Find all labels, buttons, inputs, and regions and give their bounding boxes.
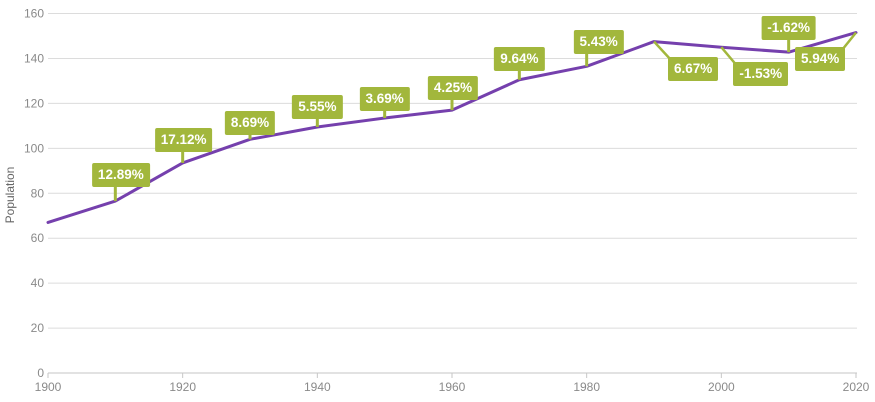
growth-label: 8.69% bbox=[224, 111, 276, 135]
x-tick-label: 1940 bbox=[304, 380, 331, 394]
growth-label: 5.43% bbox=[573, 30, 624, 54]
growth-label: -1.62% bbox=[761, 16, 817, 40]
y-tick-label: 20 bbox=[31, 321, 45, 335]
x-tick-label: 2020 bbox=[843, 380, 870, 394]
growth-label: 9.64% bbox=[494, 47, 545, 71]
y-tick-label: 80 bbox=[31, 186, 45, 200]
growth-label: 5.55% bbox=[292, 95, 343, 119]
y-tick-label: 160 bbox=[24, 7, 44, 21]
y-tick-label: 120 bbox=[24, 96, 44, 110]
growth-label: 4.25% bbox=[427, 76, 479, 100]
x-tick-label: 1960 bbox=[439, 380, 466, 394]
growth-label: 17.12% bbox=[154, 128, 213, 152]
y-tick-label: 100 bbox=[24, 141, 44, 155]
y-tick-label: 60 bbox=[31, 231, 45, 245]
x-tick-label: 1920 bbox=[169, 380, 196, 394]
y-axis-title: Population bbox=[3, 166, 17, 224]
y-tick-label: 140 bbox=[24, 51, 44, 65]
growth-label: -1.53% bbox=[733, 62, 789, 86]
y-tick-label: 0 bbox=[37, 366, 44, 380]
x-tick-label: 2000 bbox=[708, 380, 735, 394]
growth-connector bbox=[653, 40, 672, 61]
growth-label: 3.69% bbox=[359, 87, 410, 111]
growth-label: 6.67% bbox=[668, 57, 719, 81]
growth-label: 12.89% bbox=[91, 163, 150, 187]
growth-label: 5.94% bbox=[795, 47, 846, 71]
x-tick-label: 1900 bbox=[35, 380, 62, 394]
x-tick-label: 1980 bbox=[573, 380, 600, 394]
y-tick-label: 40 bbox=[31, 276, 45, 290]
